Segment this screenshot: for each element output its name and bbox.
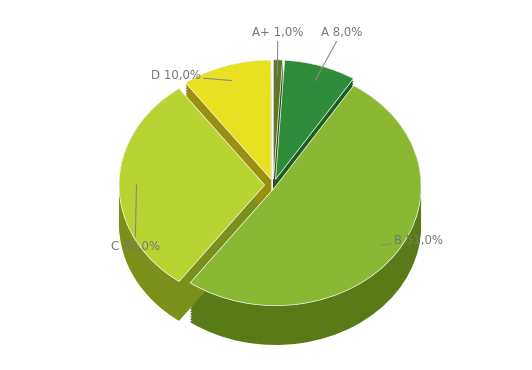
Wedge shape [276,92,353,211]
Wedge shape [273,65,282,184]
Wedge shape [276,79,353,198]
Wedge shape [190,96,421,316]
Wedge shape [276,63,353,182]
Wedge shape [119,110,264,303]
Wedge shape [186,94,271,213]
Wedge shape [276,60,353,179]
Wedge shape [276,84,353,203]
Wedge shape [273,86,282,205]
Wedge shape [273,99,282,218]
Wedge shape [119,91,264,284]
Wedge shape [276,89,353,208]
Wedge shape [273,97,282,216]
Wedge shape [276,94,353,213]
Text: C 30,0%: C 30,0% [111,185,160,253]
Wedge shape [119,107,264,300]
Wedge shape [190,91,421,311]
Wedge shape [119,122,264,316]
Wedge shape [119,102,264,295]
Wedge shape [273,89,282,208]
Wedge shape [186,89,271,208]
Text: A+ 1,0%: A+ 1,0% [252,26,303,75]
Wedge shape [273,94,282,213]
Wedge shape [119,88,264,282]
Wedge shape [273,63,282,182]
Wedge shape [119,117,264,310]
Wedge shape [276,87,353,206]
Wedge shape [190,117,421,337]
Wedge shape [186,71,271,190]
Wedge shape [190,85,421,306]
Wedge shape [119,94,264,287]
Wedge shape [190,104,421,324]
Wedge shape [273,73,282,192]
Wedge shape [190,88,421,308]
Wedge shape [186,81,271,200]
Wedge shape [186,100,271,219]
Wedge shape [276,100,353,219]
Wedge shape [119,128,264,321]
Wedge shape [190,94,421,313]
Wedge shape [186,76,271,195]
Wedge shape [273,70,282,189]
Wedge shape [186,68,271,187]
Wedge shape [276,71,353,190]
Wedge shape [186,84,271,203]
Wedge shape [186,78,271,198]
Wedge shape [190,114,421,334]
Text: D 10,0%: D 10,0% [151,70,231,83]
Wedge shape [276,68,353,187]
Wedge shape [273,78,282,198]
Text: B 51,0%: B 51,0% [381,234,443,247]
Wedge shape [119,104,264,297]
Wedge shape [119,88,264,282]
Wedge shape [273,81,282,200]
Wedge shape [190,109,421,329]
Wedge shape [186,63,271,182]
Wedge shape [273,60,282,179]
Wedge shape [276,81,353,200]
Wedge shape [190,107,421,327]
Wedge shape [273,60,282,179]
Wedge shape [273,83,282,203]
Wedge shape [186,60,271,179]
Wedge shape [186,91,271,211]
Wedge shape [119,99,264,292]
Wedge shape [190,101,421,322]
Wedge shape [186,60,271,179]
Wedge shape [186,86,271,206]
Wedge shape [119,96,264,289]
Wedge shape [119,112,264,305]
Text: A 8,0%: A 8,0% [315,26,362,81]
Wedge shape [190,85,421,306]
Wedge shape [186,73,271,192]
Wedge shape [190,120,421,340]
Wedge shape [119,125,264,318]
Wedge shape [186,97,271,216]
Wedge shape [276,76,353,195]
Wedge shape [186,65,271,185]
Wedge shape [190,122,421,342]
Wedge shape [190,125,421,345]
Wedge shape [273,68,282,187]
Wedge shape [276,73,353,192]
Wedge shape [276,60,353,179]
Wedge shape [273,75,282,195]
Wedge shape [190,99,421,319]
Wedge shape [190,112,421,332]
Wedge shape [276,65,353,185]
Wedge shape [119,115,264,308]
Wedge shape [273,91,282,211]
Wedge shape [119,120,264,313]
Wedge shape [276,97,353,216]
